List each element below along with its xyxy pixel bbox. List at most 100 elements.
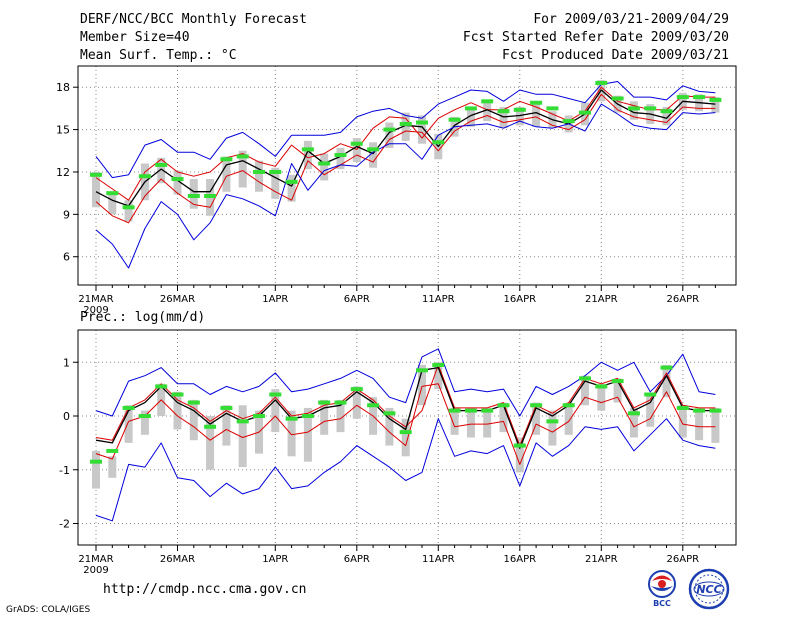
precip-observed-mark <box>334 400 347 405</box>
temp-observed-mark <box>660 109 673 114</box>
precip-ytick-label: 1 <box>63 356 70 369</box>
precip-spread-box <box>483 407 492 438</box>
temp-spread-box <box>629 101 638 120</box>
temp-observed-mark <box>513 107 526 112</box>
precip-observed-mark <box>530 403 543 408</box>
temp-observed-mark <box>187 193 200 198</box>
temp-spread-box <box>483 101 492 122</box>
precip-spread-box <box>124 405 133 443</box>
precip-observed-mark <box>644 392 657 397</box>
temp-observed-mark <box>709 97 722 102</box>
precip-ytick-label: 0 <box>63 410 70 423</box>
temp-observed-mark <box>611 96 624 101</box>
temp-ytick-label: 18 <box>56 81 70 94</box>
precip-spread-box <box>140 410 149 435</box>
precip-spread-box <box>303 407 312 462</box>
temp-observed-mark <box>546 106 559 111</box>
precip-observed-mark <box>660 365 673 370</box>
temp-spread-box <box>466 106 475 127</box>
precip-spread-box <box>271 389 280 433</box>
precip-ytick-label: -1 <box>59 464 70 477</box>
precip-observed-mark <box>350 387 363 392</box>
temp-observed-mark <box>644 106 657 111</box>
ncc-logo: NCC <box>688 568 730 610</box>
precip-spread-box <box>206 416 215 470</box>
ncc-logo-text: NCC <box>696 583 721 596</box>
temp-ytick-label: 6 <box>63 251 70 264</box>
temp-observed-mark <box>155 162 168 167</box>
temp-observed-mark <box>481 99 494 104</box>
temp-observed-mark <box>416 120 428 125</box>
precip-observed-mark <box>106 448 119 453</box>
temp-spread-box <box>173 170 182 195</box>
precip-spread-box <box>711 407 720 443</box>
precip-spread-box <box>499 402 508 433</box>
temp-year-label: 2009 <box>83 305 108 316</box>
precip-spread-box <box>418 364 426 406</box>
precip-observed-mark <box>416 368 428 373</box>
temp-spread-box <box>336 147 345 170</box>
temp-observed-mark <box>334 153 347 158</box>
temp-observed-mark <box>171 177 184 182</box>
precip-spread-box <box>646 394 655 427</box>
temp-xtick-label: 26MAR <box>160 294 195 305</box>
temp-observed-mark <box>367 147 380 152</box>
precip-xtick-label: 21MAR <box>78 554 113 565</box>
variable-label: Mean Surf. Temp.: °C <box>80 48 237 63</box>
temp-spread-box <box>352 138 361 163</box>
temp-observed-mark <box>383 127 396 132</box>
precip-spread-box <box>532 402 541 435</box>
temp-spread-box <box>238 150 247 188</box>
temp-ytick-label: 15 <box>56 124 70 137</box>
precip-ensemble-max-line <box>95 348 716 417</box>
temp-spread-box <box>255 160 263 192</box>
temp-ensemble-max-line <box>95 81 716 179</box>
member-size: Member Size=40 <box>80 30 190 45</box>
temp-observed-mark <box>90 172 102 177</box>
temp-spread-box <box>157 157 166 184</box>
temp-spread-box <box>711 97 720 113</box>
precip-panel-title: Prec.: log(mm/d) <box>80 310 206 325</box>
temp-observed-mark <box>269 169 282 174</box>
temp-observed-mark <box>220 157 233 162</box>
temp-spread-box <box>189 179 198 209</box>
precip-observed-mark <box>90 459 102 464</box>
chart-title: DERF/NCC/BCC Monthly Forecast <box>80 12 307 27</box>
precip-observed-mark <box>367 403 380 408</box>
temp-spread-box <box>369 142 378 168</box>
precip-spread-box <box>189 399 198 441</box>
temp-observed-mark <box>497 109 510 114</box>
temp-observed-mark <box>253 169 265 174</box>
precip-observed-mark <box>709 408 722 413</box>
precip-xtick-label: 6APR <box>344 554 370 565</box>
precip-observed-mark <box>579 376 591 381</box>
temp-spread-box <box>662 106 671 126</box>
precip-spread-box <box>108 456 117 478</box>
precip-observed-mark <box>546 419 559 424</box>
precip-observed-mark <box>220 405 233 410</box>
temp-spread-box <box>385 122 394 148</box>
temp-spread-box <box>303 140 312 170</box>
precip-spread-box <box>434 362 443 390</box>
temp-xtick-label: 6APR <box>344 294 370 305</box>
precip-observed-mark <box>285 416 298 421</box>
temp-ytick-label: 12 <box>56 166 70 179</box>
temp-observed-mark <box>676 95 689 100</box>
temp-spread-box <box>532 102 541 127</box>
precip-observed-mark <box>693 408 706 413</box>
precip-spread-box <box>613 378 622 403</box>
precip-observed-mark <box>236 419 249 424</box>
precip-observed-mark <box>253 414 265 418</box>
temp-observed-mark <box>595 80 608 85</box>
temp-xtick-label: 26APR <box>667 294 700 305</box>
temp-spread-box <box>92 171 100 208</box>
bcc-logo-text: BCC <box>653 599 671 608</box>
footer-url[interactable]: http://cmdp.ncc.cma.gov.cn <box>103 582 307 597</box>
precip-observed-mark <box>122 405 135 410</box>
precip-spread-box <box>466 407 475 438</box>
precip-ytick-label: -2 <box>59 518 70 531</box>
precip-spread-box <box>287 410 296 457</box>
temp-observed-mark <box>106 191 119 196</box>
precip-spread-box <box>678 405 687 438</box>
